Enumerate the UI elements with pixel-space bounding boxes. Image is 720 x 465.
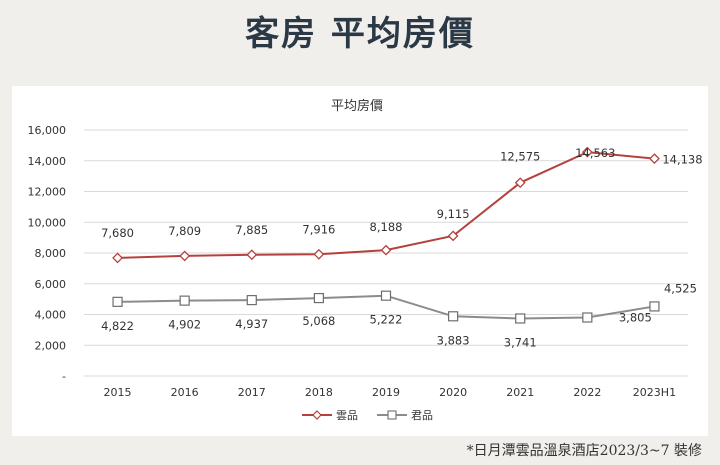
series-layer: 7,680 7,809 7,885 7,916 8,188 9,115 12,575 14,5… xyxy=(101,146,702,349)
line-chart: 平均房價 - 2,000 4,000 6,000 8,000 10,000 12,000 14… xyxy=(28,98,703,422)
data-label: 4,822 xyxy=(101,319,134,333)
data-label: 4,937 xyxy=(235,317,268,331)
data-point xyxy=(246,249,258,261)
data-point xyxy=(380,244,392,256)
legend-marker xyxy=(387,410,397,420)
data-label: 9,115 xyxy=(437,207,470,221)
y-axis: - 2,000 4,000 6,000 8,000 10,000 12,000 14,000 1… xyxy=(28,124,67,383)
data-label: 4,525 xyxy=(664,281,697,295)
data-point xyxy=(313,292,324,304)
series-1: 7,680 7,809 7,885 7,916 8,188 9,115 12,575 14,5… xyxy=(101,146,703,264)
x-tick-label: 2023H1 xyxy=(633,386,676,399)
x-tick-label: 2021 xyxy=(506,386,534,399)
data-label: 14,563 xyxy=(575,146,615,160)
y-tick-label: 8,000 xyxy=(35,247,67,260)
y-tick-label: 10,000 xyxy=(28,216,67,229)
data-label: 12,575 xyxy=(500,150,540,164)
data-point xyxy=(112,252,123,264)
y-tick-label: 2,000 xyxy=(35,339,67,352)
data-point xyxy=(514,177,526,189)
data-label: 4,902 xyxy=(168,318,201,332)
data-point xyxy=(581,146,593,158)
data-point xyxy=(380,290,392,301)
y-tick-label: 16,000 xyxy=(28,124,67,137)
footnote: *日月潭雲品溫泉酒店2023/3~7 裝修 xyxy=(466,443,702,459)
x-tick-label: 2015 xyxy=(104,386,132,399)
x-tick-label: 2020 xyxy=(439,386,467,399)
page-title: 客房 平均房價 xyxy=(245,14,475,54)
series-2: 4,822 4,902 4,937 5,068 5,222 3,883 3,741 3,805… xyxy=(101,281,697,349)
y-tick-label: - xyxy=(62,370,66,383)
data-label: 7,885 xyxy=(235,223,268,237)
x-tick-label: 2017 xyxy=(238,386,266,399)
data-point xyxy=(447,230,459,242)
chart-title: 平均房價 xyxy=(331,98,383,114)
data-label: 7,680 xyxy=(101,226,134,240)
data-label: 5,222 xyxy=(370,313,403,327)
data-point xyxy=(179,250,191,262)
x-tick-label: 2018 xyxy=(305,386,333,399)
data-point xyxy=(448,311,459,322)
legend-marker xyxy=(312,410,322,420)
data-label: 8,188 xyxy=(370,220,403,234)
data-point xyxy=(649,153,660,165)
legend-label: 雲品 xyxy=(336,409,358,422)
x-tick-label: 2022 xyxy=(573,386,601,399)
data-point xyxy=(246,294,257,306)
data-point xyxy=(649,301,660,312)
x-tick-label: 2019 xyxy=(372,386,400,399)
data-label: 14,138 xyxy=(662,153,702,167)
y-tick-label: 14,000 xyxy=(28,155,67,168)
y-tick-label: 4,000 xyxy=(35,309,67,322)
y-tick-label: 12,000 xyxy=(28,186,67,199)
data-point xyxy=(582,312,593,323)
data-label: 3,883 xyxy=(437,333,470,347)
data-label: 3,741 xyxy=(504,335,537,349)
legend-item: 君品 xyxy=(377,409,433,422)
data-label: 7,916 xyxy=(302,222,335,236)
legend-label: 君品 xyxy=(411,409,433,422)
y-tick-label: 6,000 xyxy=(35,278,67,291)
series-line xyxy=(117,151,655,259)
data-point xyxy=(515,313,526,324)
data-label: 5,068 xyxy=(302,314,335,328)
data-point xyxy=(179,295,190,306)
data-point xyxy=(112,296,123,307)
x-axis: 2015 2016 2017 2018 2019 2020 2021 2022 2023H1 xyxy=(104,386,677,399)
data-label: 7,809 xyxy=(168,224,201,238)
data-label: 3,805 xyxy=(619,310,652,324)
data-point xyxy=(313,248,325,260)
legend: 雲品 君品 xyxy=(302,409,433,422)
x-tick-label: 2016 xyxy=(171,386,199,399)
legend-item: 雲品 xyxy=(302,409,358,422)
chart-card: 平均房價 - 2,000 4,000 6,000 8,000 10,000 12,000 14… xyxy=(12,86,708,436)
